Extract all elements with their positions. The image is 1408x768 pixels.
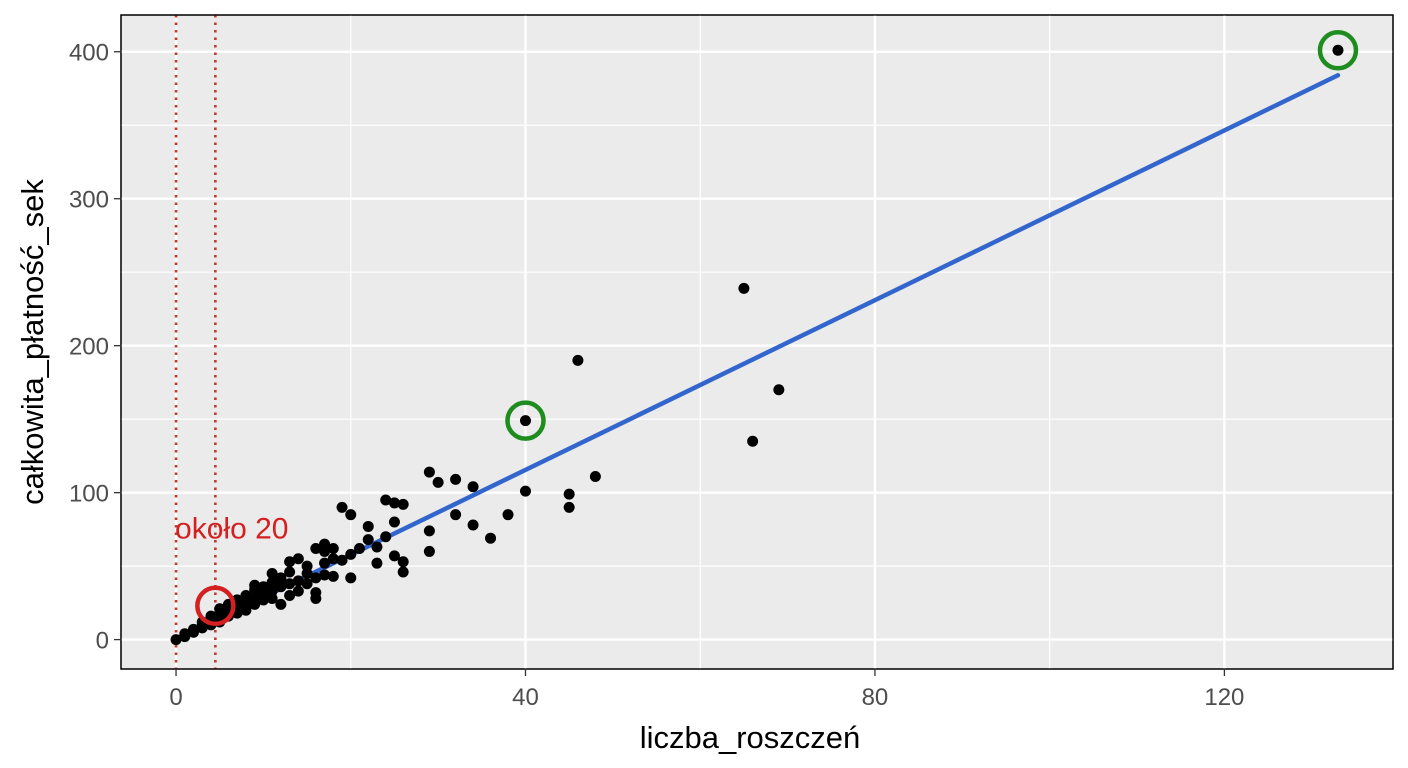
- y-tick-label: 300: [69, 187, 109, 214]
- green-highlight-circle: [1317, 30, 1359, 71]
- annotation-label: około 20: [175, 512, 288, 545]
- data-point: [170, 634, 182, 646]
- annotations: około 20: [175, 512, 288, 545]
- data-point: [179, 628, 191, 640]
- data-point: [319, 569, 331, 581]
- data-point: [345, 572, 357, 584]
- data-point: [327, 553, 339, 565]
- data-point: [292, 553, 304, 565]
- data-point: [292, 585, 304, 597]
- data-point: [423, 545, 435, 557]
- data-point: [284, 578, 296, 590]
- data-point: [266, 585, 278, 597]
- data-points: [170, 44, 1344, 646]
- data-point: [336, 501, 348, 513]
- data-point: [502, 509, 514, 521]
- green-highlight-circle: [505, 400, 546, 441]
- data-point: [310, 572, 322, 584]
- data-point: [397, 566, 409, 578]
- data-point: [450, 473, 462, 485]
- regression-line: [173, 73, 1341, 642]
- data-point: [397, 556, 409, 568]
- data-point: [450, 509, 462, 521]
- data-point: [284, 590, 296, 602]
- data-point: [1332, 44, 1344, 56]
- data-point: [249, 579, 261, 591]
- data-point: [301, 560, 313, 572]
- data-point: [345, 548, 357, 560]
- data-point: [354, 542, 365, 554]
- data-point: [345, 509, 357, 521]
- x-tick-label: 80: [862, 684, 889, 711]
- y-tick-label: 200: [69, 334, 109, 361]
- y-axis-ticks: 0 100 200 300 400: [69, 40, 121, 655]
- data-point: [205, 610, 217, 622]
- data-point: [519, 415, 531, 427]
- data-point: [319, 557, 331, 569]
- data-point: [572, 354, 584, 366]
- data-point: [275, 598, 287, 610]
- data-point: [275, 581, 287, 593]
- data-point: [773, 384, 785, 396]
- red-highlight-circle: [195, 585, 236, 627]
- data-point: [485, 532, 497, 544]
- data-point: [467, 519, 479, 531]
- data-point: [319, 538, 331, 550]
- data-point: [240, 590, 252, 602]
- data-point: [432, 476, 444, 488]
- x-tick-label: 40: [512, 684, 539, 711]
- data-point: [310, 542, 322, 554]
- data-point: [747, 435, 759, 447]
- data-point: [563, 488, 575, 500]
- data-point: [336, 554, 348, 566]
- data-point: [266, 576, 278, 588]
- data-point: [371, 557, 383, 569]
- y-tick-label: 100: [69, 481, 109, 508]
- data-point: [397, 498, 409, 510]
- data-point: [249, 592, 261, 604]
- data-point: [301, 578, 313, 590]
- data-point: [388, 497, 400, 509]
- data-point: [388, 516, 400, 528]
- data-point: [519, 485, 531, 497]
- data-point: [423, 525, 435, 537]
- data-point: [214, 603, 226, 615]
- data-point: [284, 566, 296, 578]
- data-point: [292, 575, 304, 587]
- x-tick-label: 0: [169, 684, 182, 711]
- data-point: [188, 623, 200, 635]
- data-point: [362, 520, 374, 532]
- fit-line: [173, 73, 1341, 642]
- y-tick-label: 0: [96, 628, 109, 655]
- data-point: [284, 556, 296, 568]
- data-point: [266, 567, 278, 579]
- plot-border: [120, 14, 1394, 670]
- gridlines: [121, 15, 1393, 669]
- y-tick-label: 400: [69, 40, 109, 67]
- data-point: [589, 470, 601, 482]
- x-axis-ticks: 0 40 80 120: [169, 669, 1244, 711]
- data-point: [275, 572, 287, 584]
- data-point: [467, 481, 479, 493]
- data-point: [563, 501, 575, 513]
- data-point: [423, 466, 435, 478]
- x-tick-label: 120: [1204, 684, 1244, 711]
- data-point: [388, 550, 400, 562]
- data-point: [327, 570, 339, 582]
- data-point: [257, 581, 269, 593]
- data-point: [738, 282, 750, 294]
- data-point: [327, 542, 339, 554]
- data-point: [380, 531, 392, 543]
- data-point: [362, 534, 374, 546]
- y-axis-title: całkowita_płatność_sek: [15, 179, 50, 505]
- data-point: [371, 541, 383, 553]
- data-point: [310, 587, 322, 599]
- data-point: [380, 494, 392, 506]
- x-axis-title: liczba_roszczeń: [640, 720, 861, 755]
- highlight-circles: [195, 30, 1359, 627]
